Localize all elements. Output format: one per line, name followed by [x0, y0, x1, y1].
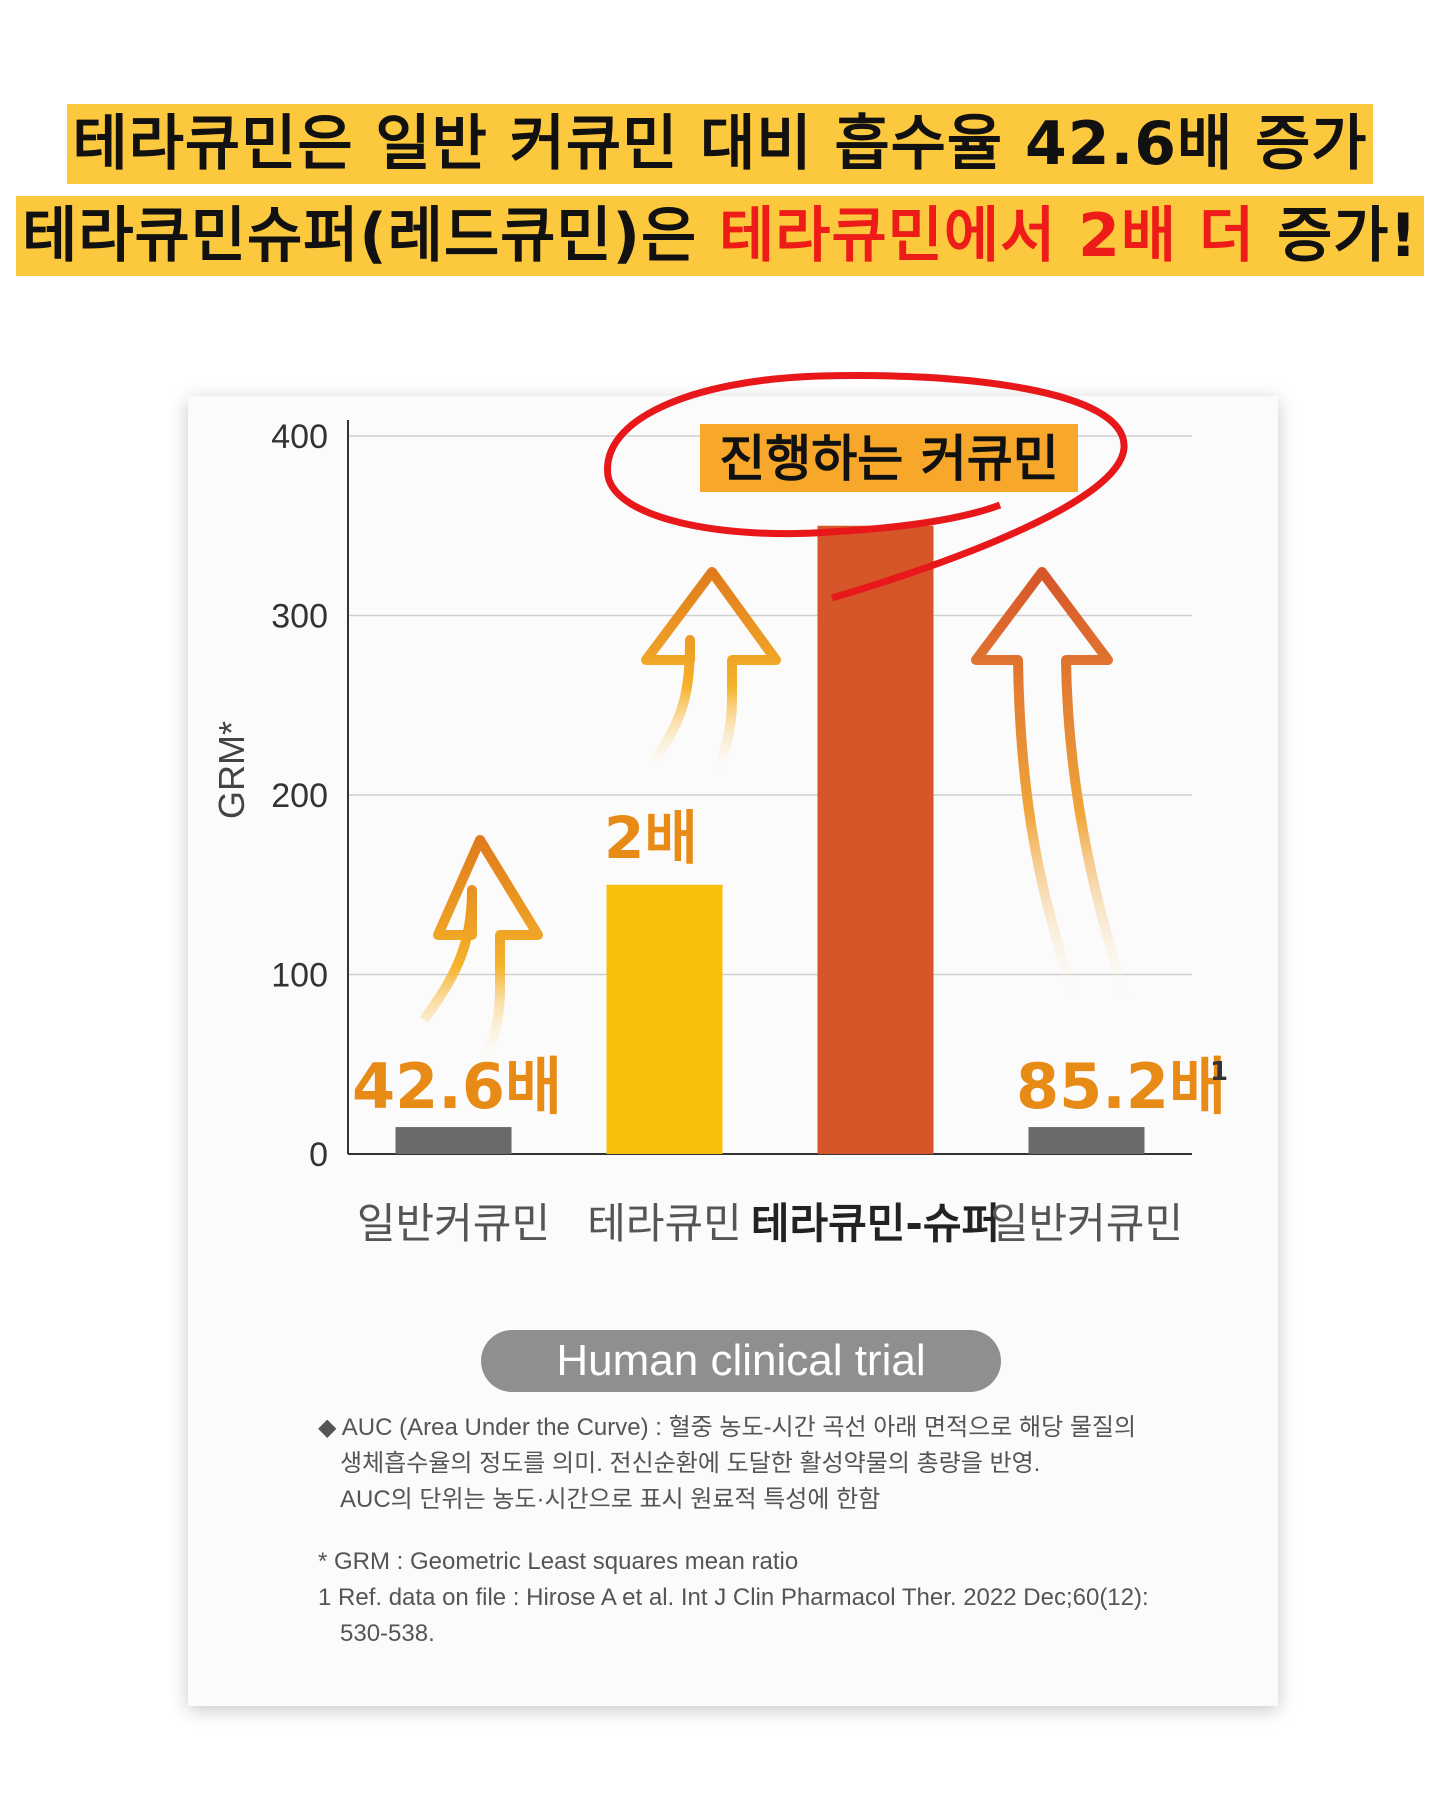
headline-text-2b: 테라큐민에서 2배 더 [719, 201, 1256, 271]
arrow-up-icon [419, 835, 543, 1071]
bar [395, 1127, 512, 1154]
headline-text-1: 테라큐민은 일반 커큐민 대비 흡수율 42.6배 증가 [66, 104, 1374, 184]
auc-note-2: 생체흡수율의 정도를 의미. 전신순환에 도달한 활성약물의 총량을 반영. [340, 1450, 1041, 1477]
y-tick-label: 0 [309, 1136, 328, 1174]
x-tick-label: 일반커큐민 [990, 1199, 1183, 1248]
right-multiplier-label: 85.2배 [1016, 1050, 1226, 1123]
y-tick-label: 100 [271, 957, 328, 995]
arrow-up-icon [971, 567, 1135, 1014]
clinical-trial-badge: Human clinical trial [481, 1330, 1001, 1392]
headline-text-2c: 증가! [1255, 201, 1418, 271]
x-tick-label: 테라큐민-슈퍼 [751, 1199, 1000, 1248]
headline-text-2a: 테라큐민슈퍼(레드큐민)은 [22, 201, 720, 271]
bar [1028, 1127, 1145, 1154]
y-tick-label: 400 [271, 418, 328, 456]
left-multiplier-label: 42.6배 [352, 1050, 562, 1123]
auc-note-3: AUC의 단위는 농도·시간으로 표시 원료적 특성에 한함 [340, 1486, 881, 1513]
y-axis-title: GRM* [211, 721, 252, 819]
ref-note-2: 530-538. [340, 1620, 435, 1647]
arrow-up-icon [641, 567, 781, 783]
ref-note-1: 1 Ref. data on file : Hirose A et al. In… [318, 1584, 1149, 1611]
headline-line-1: 테라큐민은 일반 커큐민 대비 흡수율 42.6배 증가 [0, 104, 1440, 184]
headline-line-2: 테라큐민슈퍼(레드큐민)은 테라큐민에서 2배 더 증가! [0, 196, 1440, 276]
bar [817, 525, 934, 1154]
x-tick-label: 테라큐민 [587, 1199, 742, 1248]
y-tick-label: 200 [271, 777, 328, 815]
chart-card [188, 396, 1278, 1706]
footnotes: ◆ AUC (Area Under the Curve) : 혈중 농도-시간 … [318, 1410, 1218, 1652]
circled-label: 진행하는 커큐민 [719, 430, 1058, 488]
x-tick-label: 일반커큐민 [357, 1199, 550, 1248]
grm-note: * GRM : Geometric Least squares mean rat… [318, 1548, 799, 1575]
bar [606, 884, 723, 1154]
y-tick-label: 300 [271, 598, 328, 636]
right-multiplier-superscript: 1 [1210, 1057, 1228, 1087]
auc-note-1: ◆ AUC (Area Under the Curve) : 혈중 농도-시간 … [318, 1414, 1137, 1441]
middle-multiplier-label: 2배 [604, 804, 698, 872]
red-circle-annotation [604, 371, 1128, 602]
circled-label-highlight [700, 424, 1078, 492]
headline-text-2: 테라큐민슈퍼(레드큐민)은 테라큐민에서 2배 더 증가! [16, 196, 1424, 276]
